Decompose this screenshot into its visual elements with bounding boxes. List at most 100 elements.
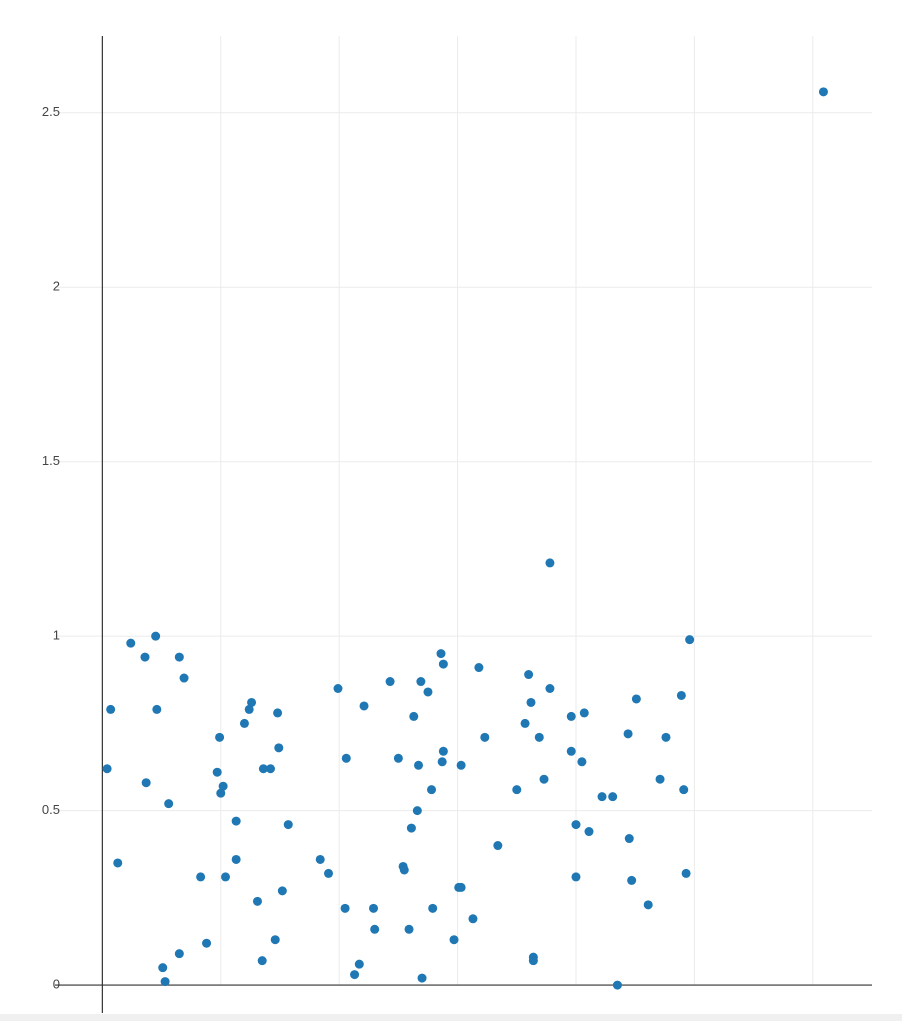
point	[524, 670, 534, 680]
point	[624, 834, 634, 844]
point	[438, 746, 448, 756]
point	[244, 704, 254, 714]
point	[612, 980, 622, 990]
point	[456, 760, 466, 770]
point	[273, 708, 283, 718]
point	[174, 652, 184, 662]
point	[539, 774, 549, 784]
point	[221, 872, 231, 882]
point	[623, 729, 633, 739]
y-tick-label: 0.5	[42, 802, 60, 817]
point	[216, 788, 226, 798]
point	[102, 764, 112, 774]
point	[449, 935, 459, 945]
point	[151, 631, 161, 641]
point	[412, 806, 422, 816]
point	[333, 683, 343, 693]
point	[655, 774, 665, 784]
point	[277, 886, 287, 896]
point	[414, 760, 424, 770]
point	[196, 872, 206, 882]
bottom-strip	[0, 1014, 902, 1021]
point	[427, 785, 437, 795]
point	[493, 841, 503, 851]
point	[608, 792, 618, 802]
point	[126, 638, 136, 648]
point	[354, 959, 364, 969]
points	[102, 87, 828, 990]
point	[141, 778, 151, 788]
point	[468, 914, 478, 924]
point	[179, 673, 189, 683]
point	[315, 854, 325, 864]
point	[534, 732, 544, 742]
point	[520, 718, 530, 728]
point	[438, 659, 448, 669]
y-tick-label: 0	[53, 977, 60, 992]
point	[681, 868, 691, 878]
point	[436, 649, 446, 659]
point	[631, 694, 641, 704]
point	[474, 663, 484, 673]
point	[215, 732, 225, 742]
point	[545, 683, 555, 693]
point	[160, 977, 170, 987]
point	[340, 903, 350, 913]
point	[416, 677, 426, 687]
point	[231, 854, 241, 864]
point	[265, 764, 275, 774]
point	[406, 823, 416, 833]
point	[428, 903, 438, 913]
point	[404, 924, 414, 934]
point	[818, 87, 828, 97]
point	[350, 970, 360, 980]
point	[257, 956, 267, 966]
point	[512, 785, 522, 795]
point	[113, 858, 123, 868]
point	[577, 757, 587, 767]
point	[399, 865, 409, 875]
point	[643, 900, 653, 910]
point	[247, 697, 257, 707]
point	[231, 816, 241, 826]
point	[359, 701, 369, 711]
point	[212, 767, 222, 777]
point	[545, 558, 555, 568]
point	[423, 687, 433, 697]
point	[437, 757, 447, 767]
point	[274, 743, 284, 753]
point	[341, 753, 351, 763]
point	[140, 652, 150, 662]
y-tick-label: 1	[53, 628, 60, 643]
point	[566, 746, 576, 756]
point	[480, 732, 490, 742]
point	[579, 708, 589, 718]
y-tick-label: 2.5	[42, 104, 60, 119]
point	[409, 711, 419, 721]
grid: 0 0.5 1 1.5 2 2.5	[42, 36, 872, 1013]
point	[106, 704, 116, 714]
point	[685, 635, 695, 645]
point	[661, 732, 671, 742]
y-tick-label: 1.5	[42, 453, 60, 468]
point	[258, 764, 268, 774]
point	[528, 956, 538, 966]
point	[385, 677, 395, 687]
point	[158, 963, 168, 973]
point	[679, 785, 689, 795]
point	[174, 949, 184, 959]
point	[571, 820, 581, 830]
point	[393, 753, 403, 763]
point	[252, 896, 262, 906]
point	[218, 781, 228, 791]
point	[324, 868, 334, 878]
point	[584, 827, 594, 837]
point	[164, 799, 174, 809]
point	[456, 882, 466, 892]
point	[676, 690, 686, 700]
point	[283, 820, 293, 830]
point	[202, 938, 212, 948]
y-tick-label: 2	[53, 279, 60, 294]
point	[526, 697, 536, 707]
